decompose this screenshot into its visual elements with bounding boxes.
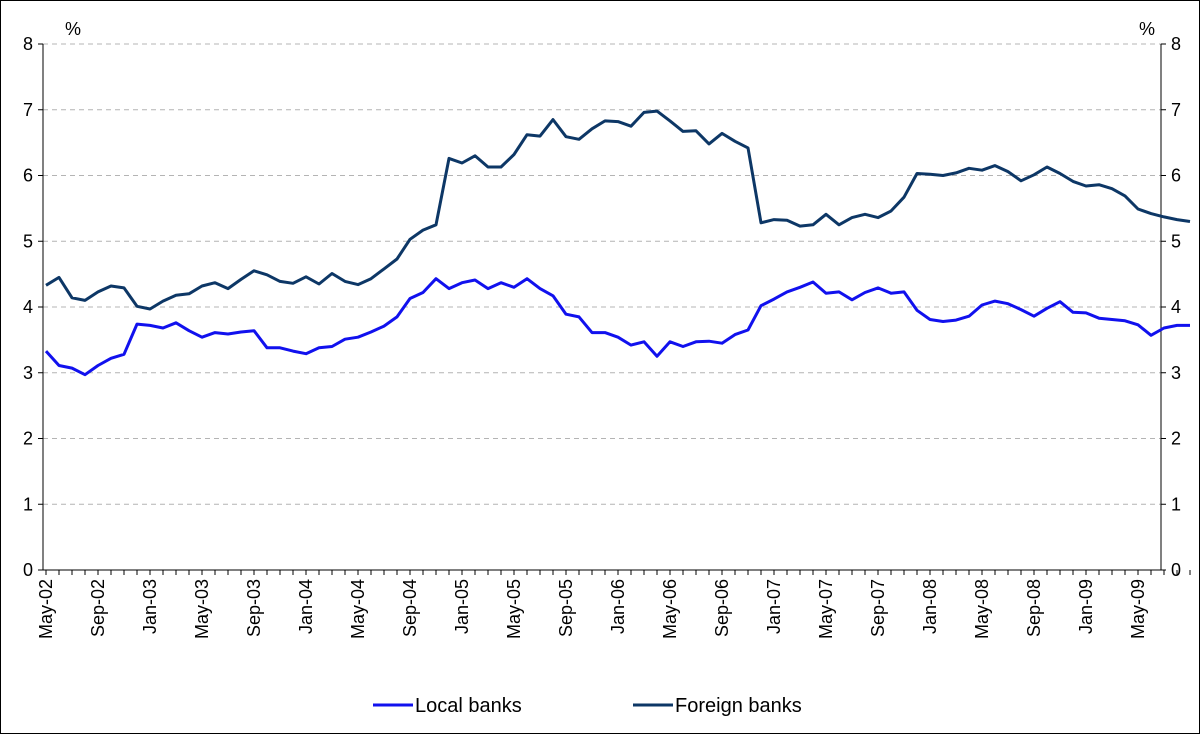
y-axis-left-unit: % bbox=[65, 19, 81, 39]
x-tick-label: May-03 bbox=[192, 579, 212, 639]
series-line-local-banks bbox=[44, 277, 1190, 377]
x-tick-label: May-06 bbox=[660, 579, 680, 639]
x-tick-label: Jan-04 bbox=[296, 579, 316, 634]
legend-label: Foreign banks bbox=[675, 695, 802, 717]
gridlines bbox=[43, 43, 1161, 505]
y-tick-label-left: 2 bbox=[23, 429, 33, 449]
x-tick-label: Sep-04 bbox=[400, 579, 420, 637]
y-tick-label-right: 7 bbox=[1171, 100, 1181, 120]
x-tick-label: Sep-02 bbox=[88, 579, 108, 637]
x-tick-label: Sep-07 bbox=[868, 579, 888, 637]
legend-item: Local banks bbox=[373, 695, 522, 717]
y-tick-label-left: 8 bbox=[23, 34, 33, 54]
x-tick-label: May-09 bbox=[1128, 579, 1148, 639]
y-tick-label-left: 6 bbox=[23, 166, 33, 186]
x-tick-label: Sep-08 bbox=[1024, 579, 1044, 637]
legend: Local banks Foreign banks bbox=[373, 695, 802, 717]
x-tick-label: Sep-05 bbox=[556, 579, 576, 637]
y-tick-label-left: 1 bbox=[23, 494, 33, 514]
series-line-foreign-banks bbox=[45, 109, 1191, 311]
y-tick-label-right: 8 bbox=[1171, 34, 1181, 54]
y-tick-label-right: 6 bbox=[1171, 166, 1181, 186]
x-tick-label: Jan-08 bbox=[920, 579, 940, 634]
x-tick-label: Jan-03 bbox=[140, 579, 160, 634]
y-tick-label-right: 2 bbox=[1171, 429, 1181, 449]
y-tick-label-right: 3 bbox=[1171, 363, 1181, 383]
x-tick-label: Jan-06 bbox=[608, 579, 628, 634]
y-axis-right-unit: % bbox=[1139, 19, 1155, 39]
legend-item: Foreign banks bbox=[633, 695, 802, 717]
y-tick-label-right: 1 bbox=[1171, 494, 1181, 514]
y-tick-label-left: 5 bbox=[23, 231, 33, 251]
y-axis-left-ticks: 0 1 2 3 4 5 6 7 8 bbox=[23, 34, 43, 580]
y-tick-label-left: 3 bbox=[23, 363, 33, 383]
y-axis-right-ticks: 0 1 2 3 4 5 6 7 8 bbox=[1161, 34, 1181, 580]
legend-label: Local banks bbox=[415, 695, 522, 717]
series bbox=[44, 109, 1191, 377]
x-tick-label: Jan-05 bbox=[452, 579, 472, 634]
x-tick-label: May-04 bbox=[348, 579, 368, 639]
x-tick-label: Jan-07 bbox=[764, 579, 784, 634]
y-tick-label-right: 0 bbox=[1171, 560, 1181, 580]
x-tick-label: May-02 bbox=[36, 579, 56, 639]
y-tick-label-right: 4 bbox=[1171, 297, 1181, 317]
y-tick-label-left: 0 bbox=[23, 560, 33, 580]
x-tick-label: Jan-09 bbox=[1076, 579, 1096, 634]
x-tick-label: May-07 bbox=[816, 579, 836, 639]
x-tick-label: Sep-03 bbox=[244, 579, 264, 637]
y-tick-label-right: 5 bbox=[1171, 231, 1181, 251]
y-tick-label-left: 7 bbox=[23, 100, 33, 120]
x-tick-label: May-05 bbox=[504, 579, 524, 639]
x-axis-ticks: May-02 Sep-02 Jan-03 May-03 Sep-03 Jan-04 May-… bbox=[36, 570, 1191, 639]
x-tick-label: Sep-06 bbox=[712, 579, 732, 637]
y-tick-label-left: 4 bbox=[23, 297, 33, 317]
x-tick-label: May-08 bbox=[972, 579, 992, 639]
